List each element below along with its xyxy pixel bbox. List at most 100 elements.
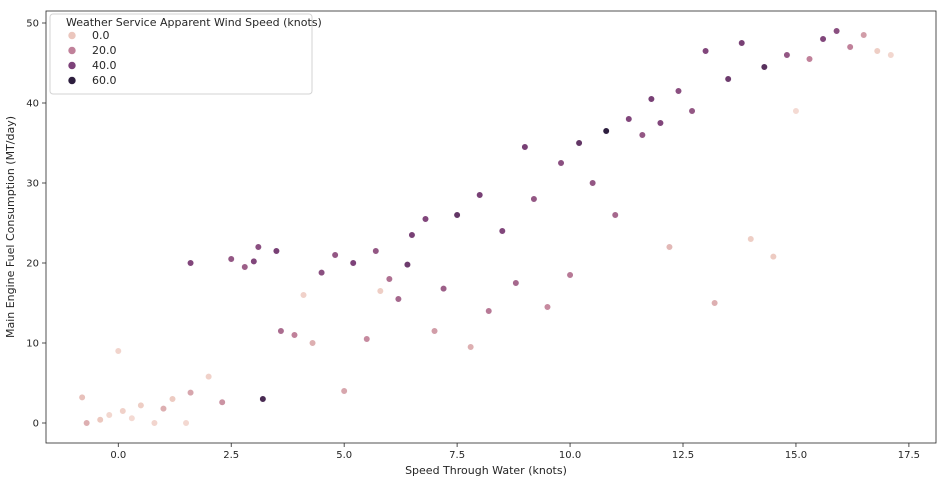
data-point <box>769 253 777 261</box>
data-point <box>78 393 86 402</box>
y-tick-label: 50 <box>26 19 39 30</box>
legend-label: 40.0 <box>92 59 117 72</box>
data-point <box>747 235 755 243</box>
legend-label: 20.0 <box>92 44 117 57</box>
data-point <box>385 275 393 283</box>
y-tick-label: 20 <box>26 259 39 270</box>
legend-marker <box>67 76 77 85</box>
data-point <box>363 335 371 343</box>
data-point <box>340 387 348 395</box>
data-point <box>128 414 136 422</box>
data-point <box>530 195 538 203</box>
x-tick-label: 17.5 <box>898 450 920 461</box>
data-point <box>259 395 267 403</box>
data-point <box>421 215 430 223</box>
data-point <box>114 347 122 355</box>
data-point <box>476 191 484 199</box>
data-point <box>186 389 195 397</box>
data-point <box>873 47 881 55</box>
data-point <box>205 373 213 381</box>
data-point <box>625 115 633 123</box>
data-point <box>83 419 91 427</box>
x-tick-label: 0.0 <box>110 450 126 461</box>
data-point <box>439 285 448 293</box>
data-point <box>308 339 317 347</box>
data-point <box>688 107 696 115</box>
data-point <box>665 243 674 251</box>
data-point <box>403 261 412 269</box>
data-point <box>638 131 646 139</box>
data-point <box>299 291 308 299</box>
y-axis-label: Main Engine Fuel Consumption (MT/day) <box>4 116 17 338</box>
data-point <box>227 255 235 263</box>
y-tick-label: 30 <box>26 179 39 190</box>
y-axis: 0 10 20 30 40 50 <box>26 19 46 430</box>
data-point <box>792 107 800 115</box>
points-layer <box>78 27 895 427</box>
data-point <box>254 243 262 251</box>
data-point <box>218 398 226 406</box>
data-point <box>521 143 529 151</box>
data-point <box>846 43 854 51</box>
x-tick-label: 2.5 <box>223 450 239 461</box>
data-point <box>250 257 258 266</box>
x-tick-label: 5.0 <box>336 450 352 461</box>
data-point <box>575 139 583 147</box>
data-point <box>349 259 357 267</box>
legend-title: Weather Service Apparent Wind Speed (kno… <box>66 16 322 29</box>
data-point <box>602 127 610 135</box>
data-point <box>241 263 249 271</box>
data-point <box>105 411 113 419</box>
data-point <box>119 407 127 415</box>
data-point <box>760 63 768 71</box>
data-point <box>430 327 439 335</box>
legend-label: 60.0 <box>92 74 117 87</box>
data-point <box>656 119 665 127</box>
data-point <box>783 51 791 59</box>
x-axis-label: Speed Through Water (knots) <box>405 464 567 477</box>
data-point <box>738 39 746 47</box>
data-point <box>317 269 326 277</box>
data-point <box>887 51 895 59</box>
data-point <box>168 395 177 403</box>
legend-marker <box>67 46 77 55</box>
x-tick-label: 7.5 <box>449 450 465 461</box>
legend-label: 0.0 <box>92 29 110 42</box>
data-point <box>290 331 299 339</box>
data-point <box>467 343 475 351</box>
data-point <box>674 87 683 95</box>
y-tick-label: 40 <box>26 99 39 110</box>
data-point <box>819 35 827 43</box>
data-point <box>557 159 565 167</box>
data-point <box>860 31 868 39</box>
data-point <box>394 295 402 303</box>
data-point <box>331 251 339 259</box>
data-point <box>833 27 841 35</box>
data-point <box>701 47 710 55</box>
legend: Weather Service Apparent Wind Speed (kno… <box>49 13 322 95</box>
data-point <box>485 307 493 315</box>
data-point <box>724 75 732 83</box>
data-point <box>512 279 520 287</box>
data-point <box>543 303 552 311</box>
data-point <box>408 231 416 239</box>
legend-marker <box>67 31 77 40</box>
data-point <box>611 211 619 219</box>
data-point <box>150 419 159 427</box>
x-tick-label: 15.0 <box>785 450 807 461</box>
data-point <box>182 419 190 427</box>
x-tick-label: 10.0 <box>559 450 581 461</box>
x-tick-label: 12.5 <box>672 450 694 461</box>
data-point <box>566 271 574 279</box>
data-point <box>498 227 506 235</box>
y-tick-label: 0 <box>33 419 39 430</box>
data-point <box>376 287 384 295</box>
data-point <box>647 95 655 103</box>
data-point <box>453 211 461 219</box>
y-tick-label: 10 <box>26 339 39 350</box>
data-point <box>277 327 285 335</box>
data-point <box>711 299 719 307</box>
data-point <box>137 401 145 410</box>
data-point <box>372 247 380 255</box>
